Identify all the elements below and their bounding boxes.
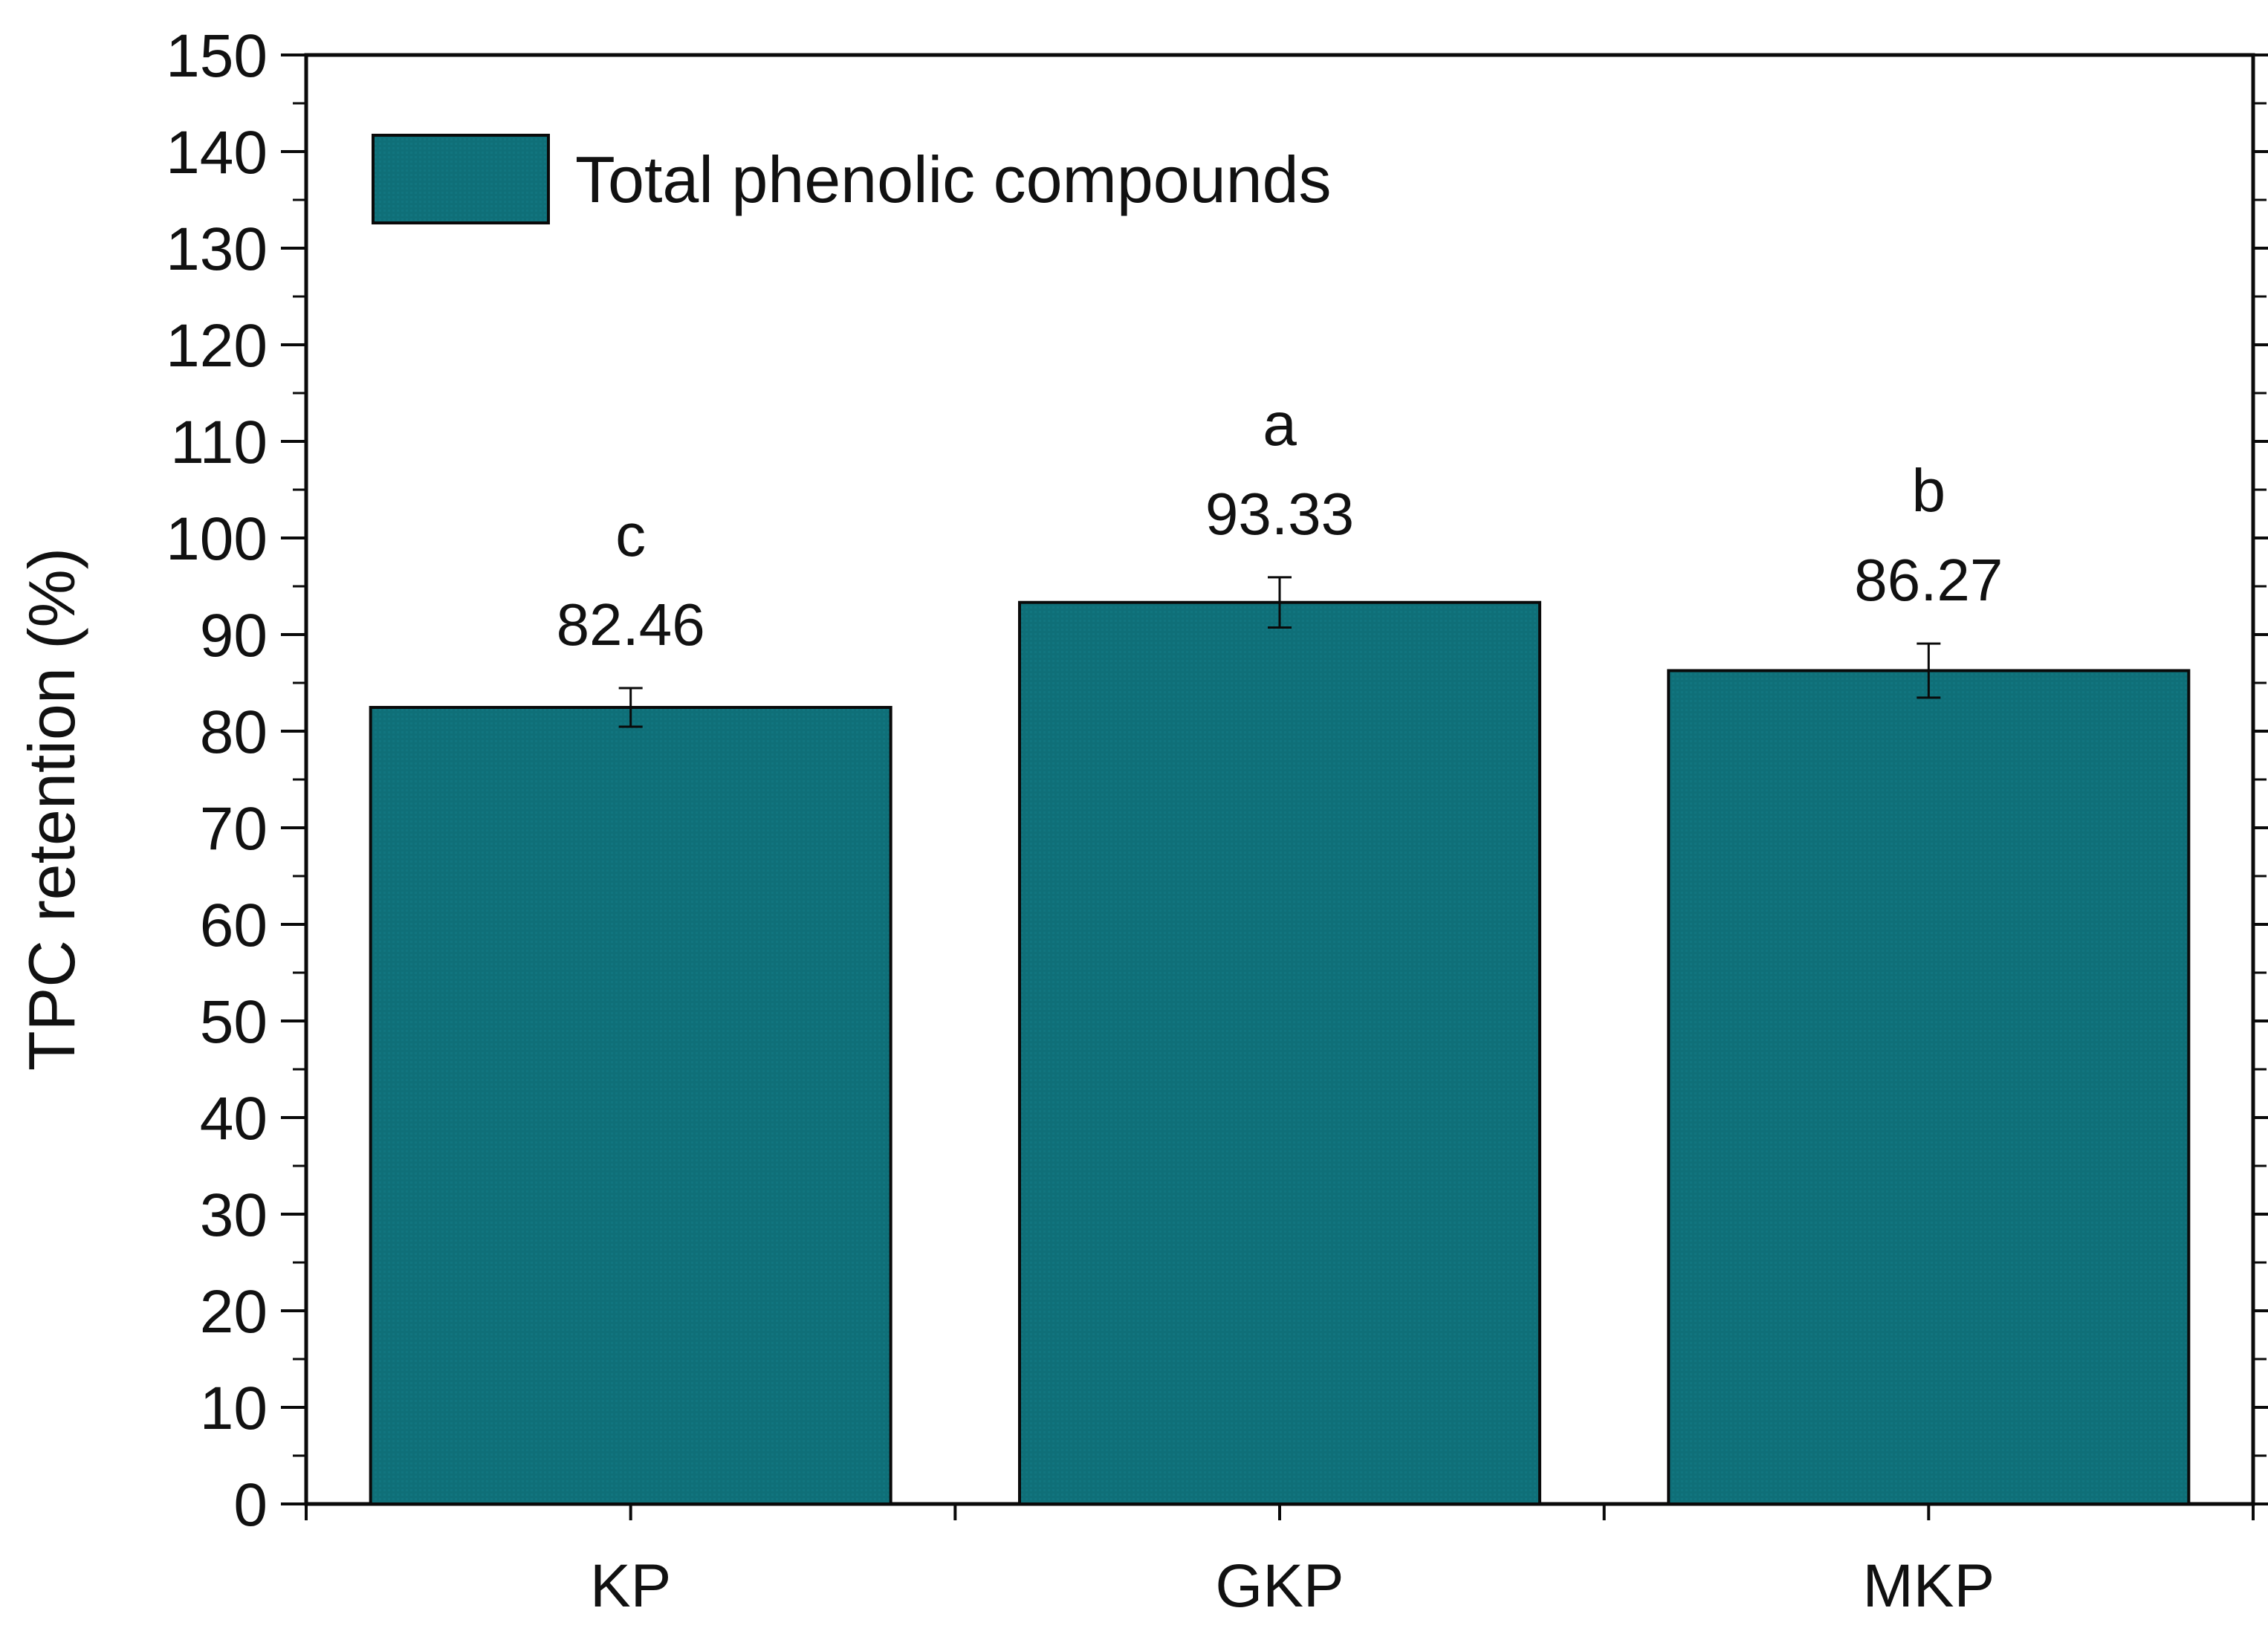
y-tick-label-10: 10	[200, 1375, 268, 1442]
y-tick-label-130: 130	[166, 215, 268, 283]
y-tick-label-60: 60	[200, 892, 268, 959]
error-bars-group	[618, 576, 1941, 728]
y-tick-label-40: 40	[200, 1085, 268, 1152]
axes-group: 0 10 20 30 40 50 60 70 80 90 100 110 120 130 140 150 KP G…	[166, 22, 2268, 1620]
significance-letter-gkp: a	[1263, 391, 1297, 458]
bar-mkp	[1667, 669, 2191, 1505]
data-labels-group: 82.46 c 93.33 a 86.27 b	[557, 391, 2003, 658]
y-tick-label-50: 50	[200, 988, 268, 1056]
data-label-gkp: 93.33	[1205, 481, 1354, 547]
y-tick-label-100: 100	[166, 505, 268, 573]
legend-swatch	[372, 134, 550, 224]
x-tick-label-kp: KP	[590, 1552, 671, 1620]
error-bar-gkp	[1268, 576, 1292, 629]
data-label-mkp: 86.27	[1854, 547, 2003, 613]
error-bar-kp	[618, 687, 643, 728]
y-axis-title: TPC retention (%)	[15, 548, 88, 1071]
bars-group	[369, 600, 2191, 1506]
y-tick-label-0: 0	[233, 1471, 268, 1539]
significance-letter-kp: c	[615, 502, 646, 569]
y-tick-label-150: 150	[166, 22, 268, 90]
bar-gkp	[1018, 600, 1541, 1506]
y-tick-label-90: 90	[200, 602, 268, 670]
y-tick-label-20: 20	[200, 1278, 268, 1346]
x-tick-label-gkp: GKP	[1215, 1552, 1344, 1620]
error-bar-mkp	[1917, 642, 1941, 699]
data-label-kp: 82.46	[557, 591, 705, 658]
y-tick-label-30: 30	[200, 1181, 268, 1249]
y-tick-label-140: 140	[166, 119, 268, 187]
y-tick-label-110: 110	[170, 409, 268, 476]
x-tick-label-mkp: MKP	[1862, 1552, 1995, 1620]
y-tick-label-120: 120	[166, 312, 268, 380]
y-tick-label-80: 80	[200, 698, 268, 766]
legend-label: Total phenolic compounds	[575, 143, 1332, 216]
bar-kp	[369, 706, 892, 1505]
significance-letter-mkp: b	[1912, 457, 1946, 525]
y-tick-label-70: 70	[200, 795, 268, 863]
legend: Total phenolic compounds	[372, 134, 1332, 224]
